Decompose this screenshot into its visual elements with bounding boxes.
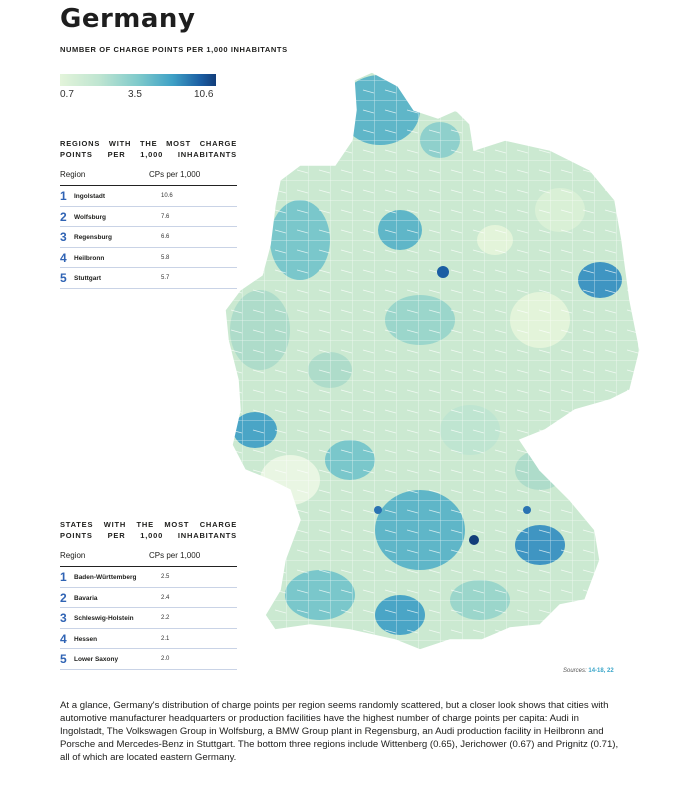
wolfsburg-marker: [437, 266, 449, 278]
row-name: Regensburg: [74, 234, 112, 241]
color-scale-legend: [60, 74, 216, 86]
row-name: Heilbronn: [74, 254, 105, 262]
table-row: 4 Heilbronn 5.8: [60, 248, 237, 268]
row-name: Schleswig-Holstein: [74, 615, 134, 622]
row-rank: 3: [60, 611, 67, 625]
row-rank: 5: [60, 271, 67, 285]
row-value: 2.0: [161, 656, 170, 662]
row-name: Stuttgart: [74, 275, 102, 282]
table-row: 1 Baden-Württemberg 2.5: [60, 567, 237, 588]
table-row: 2 Wolfsburg 7.6: [60, 207, 237, 227]
row-rank: 4: [60, 250, 67, 265]
map-subtitle: NUMBER OF CHARGE POINTS PER 1,000 INHABI…: [60, 45, 288, 54]
states-table-title: STATES WITH THE MOST CHARGE POINTS PER 1…: [60, 520, 237, 540]
row-name: Lower Saxony: [74, 656, 119, 663]
row-value: 7.6: [161, 213, 170, 220]
table-row: 3 Regensburg 6.6: [60, 227, 237, 248]
row-name: Hessen: [74, 635, 98, 643]
table-row: 5 Lower Saxony 2.0: [60, 649, 237, 670]
table-row: 4 Hessen 2.1: [60, 629, 237, 649]
row-value: 6.6: [161, 234, 170, 240]
states-table-header: Region CPs per 1,000: [60, 547, 237, 567]
row-rank: 1: [60, 189, 67, 203]
ingolstadt-marker: [469, 535, 479, 545]
region-patches: [225, 72, 640, 650]
row-rank: 1: [60, 570, 67, 584]
row-value: 2.5: [161, 574, 170, 580]
row-rank: 3: [60, 230, 67, 244]
sources-refs[interactable]: 14-18, 22: [588, 668, 614, 674]
row-rank: 2: [60, 209, 67, 224]
sources-label: Sources:: [563, 668, 587, 674]
row-value: 2.2: [161, 615, 170, 621]
column-header-value: CPs per 1,000: [149, 551, 201, 560]
column-header-region: Region: [60, 170, 86, 179]
row-value: 5.7: [161, 275, 170, 281]
row-name: Bavaria: [74, 594, 98, 602]
regensburg-marker: [523, 506, 531, 514]
states-table: STATES WITH THE MOST CHARGE POINTS PER 1…: [60, 519, 237, 670]
table-row: 3 Schleswig-Holstein 2.2: [60, 608, 237, 629]
legend-tick-mid: 3.5: [128, 89, 142, 100]
page-title: Germany: [60, 4, 196, 34]
column-header-region: Region: [60, 551, 86, 560]
table-row: 1 Ingolstadt 10.6: [60, 186, 237, 207]
row-name: Baden-Württemberg: [74, 574, 137, 581]
row-rank: 2: [60, 590, 67, 605]
table-row: 2 Bavaria 2.4: [60, 588, 237, 608]
sources-note: Sources: 14-18, 22: [563, 668, 614, 674]
regions-table-title: REGIONS WITH THE MOST CHARGE POINTS PER …: [60, 139, 237, 159]
legend-tick-min: 0.7: [60, 89, 74, 100]
row-value: 2.4: [161, 594, 170, 601]
table-row: 5 Stuttgart 5.7: [60, 268, 237, 289]
body-paragraph: At a glance, Germany's distribution of c…: [60, 700, 619, 763]
regions-table-header: Region CPs per 1,000: [60, 166, 237, 186]
row-value: 5.8: [161, 254, 170, 261]
row-value: 10.6: [161, 193, 173, 199]
row-name: Ingolstadt: [74, 193, 106, 200]
row-rank: 4: [60, 631, 67, 646]
regions-table: REGIONS WITH THE MOST CHARGE POINTS PER …: [60, 138, 237, 289]
stuttgart-marker: [374, 506, 382, 514]
row-name: Wolfsburg: [74, 213, 107, 221]
column-header-value: CPs per 1,000: [149, 170, 201, 179]
legend-tick-max: 10.6: [194, 89, 214, 100]
row-rank: 5: [60, 652, 67, 666]
row-value: 2.1: [161, 635, 170, 642]
